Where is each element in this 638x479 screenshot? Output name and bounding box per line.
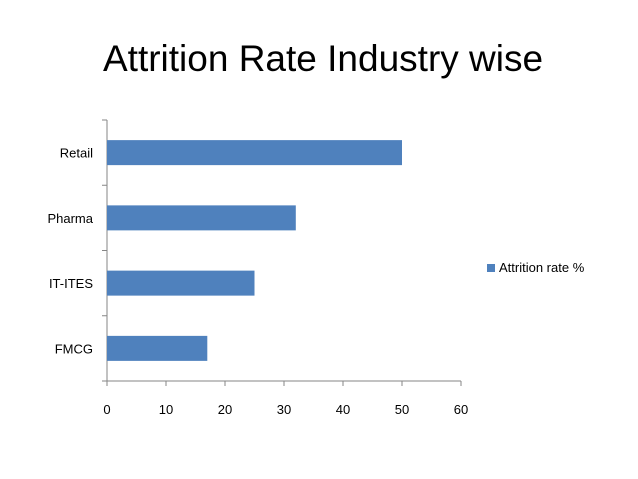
x-tick-labels: 0 10 20 30 40 50 60 bbox=[103, 402, 468, 417]
x-tick-label: 30 bbox=[277, 402, 291, 417]
x-tick-label: 0 bbox=[103, 402, 110, 417]
bar-pharma bbox=[107, 205, 296, 231]
x-tick-label: 10 bbox=[159, 402, 173, 417]
category-label: IT-ITES bbox=[49, 276, 93, 291]
x-tick-label: 40 bbox=[336, 402, 350, 417]
legend: Attrition rate % bbox=[487, 260, 585, 275]
x-tick-label: 20 bbox=[218, 402, 232, 417]
bar-retail bbox=[107, 140, 402, 166]
legend-label: Attrition rate % bbox=[499, 260, 585, 275]
category-label: FMCG bbox=[55, 341, 93, 356]
legend-swatch bbox=[487, 264, 495, 272]
bars bbox=[107, 140, 402, 361]
category-label: Retail bbox=[60, 146, 93, 161]
category-label: Pharma bbox=[47, 211, 93, 226]
bar-it-ites bbox=[107, 270, 255, 296]
category-labels: FMCG IT-ITES Pharma Retail bbox=[47, 146, 93, 357]
x-tick-label: 50 bbox=[395, 402, 409, 417]
bar-fmcg bbox=[107, 335, 208, 361]
chart-title: Attrition Rate Industry wise bbox=[103, 38, 544, 79]
x-tick-label: 60 bbox=[454, 402, 468, 417]
